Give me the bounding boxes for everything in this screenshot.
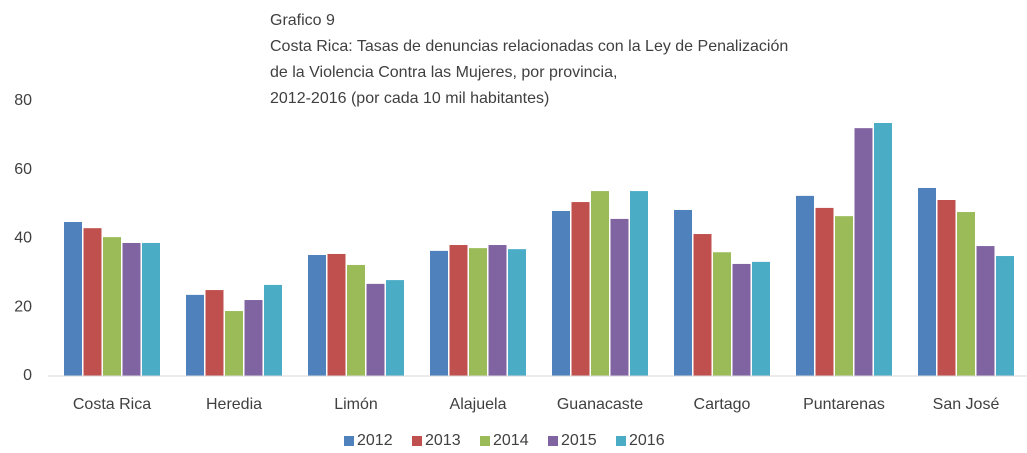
x-tick-label: Limón: [334, 396, 378, 413]
legend-label: 2012: [357, 432, 393, 449]
bar: [918, 187, 936, 376]
chart-title: Grafico 9: [270, 12, 335, 29]
x-tick-label: Puntarenas: [803, 396, 885, 413]
bar: [64, 222, 82, 376]
bar: [957, 212, 975, 376]
y-tick-label: 60: [14, 161, 32, 178]
x-tick-label: San José: [933, 396, 1000, 413]
legend-label: 2016: [629, 432, 665, 449]
x-tick-label: Guanacaste: [557, 396, 643, 413]
bar: [571, 202, 590, 376]
bar: [874, 123, 892, 376]
legend-swatch: [412, 436, 422, 446]
bar: [552, 211, 570, 376]
bar: [713, 252, 731, 376]
legend-swatch: [616, 436, 626, 446]
bar: [469, 248, 487, 376]
bar: [225, 311, 243, 376]
bar: [835, 216, 853, 376]
chart-title: de la Violencia Contra las Mujeres, por …: [270, 64, 617, 81]
legend-label: 2015: [561, 432, 597, 449]
bar: [430, 250, 448, 376]
bar: [996, 256, 1014, 376]
bar: [752, 261, 770, 376]
bar: [103, 237, 121, 376]
bar: [327, 253, 346, 376]
bar: [186, 294, 204, 376]
bar: [937, 200, 956, 376]
x-tick-label: Costa Rica: [73, 396, 151, 413]
bar: [366, 283, 385, 376]
bar: [815, 207, 834, 376]
chart-title: Costa Rica: Tasas de denuncias relaciona…: [270, 38, 788, 55]
bar: [83, 228, 102, 376]
bar: [347, 264, 365, 376]
legend-label: 2014: [493, 432, 529, 449]
legend-swatch: [480, 436, 490, 446]
bar: [386, 280, 404, 376]
legend-swatch: [344, 436, 354, 446]
y-tick-label: 40: [14, 230, 32, 247]
y-tick-label: 80: [14, 92, 32, 109]
bar: [854, 128, 873, 376]
bar: [264, 284, 282, 376]
bar: [630, 191, 648, 376]
bar: [449, 245, 468, 376]
bar: [205, 290, 224, 376]
legend-label: 2013: [425, 432, 461, 449]
bar: [693, 234, 712, 376]
bar: [674, 209, 692, 376]
bar: [976, 246, 995, 376]
bar: [508, 249, 526, 376]
bar: [610, 218, 629, 376]
bar: [244, 300, 263, 376]
bar: [308, 255, 326, 376]
bar: [142, 242, 160, 376]
x-tick-label: Cartago: [694, 396, 751, 413]
bar: [732, 263, 751, 376]
bar: [488, 245, 507, 376]
legend-swatch: [548, 436, 558, 446]
y-tick-label: 0: [23, 367, 32, 384]
x-tick-label: Alajuela: [450, 396, 507, 413]
bar: [591, 191, 609, 376]
chart-title: 2012-2016 (por cada 10 mil habitantes): [270, 90, 549, 107]
x-tick-label: Heredia: [206, 396, 262, 413]
bar: [122, 242, 141, 376]
bar: [796, 195, 814, 376]
y-tick-label: 20: [14, 298, 32, 315]
